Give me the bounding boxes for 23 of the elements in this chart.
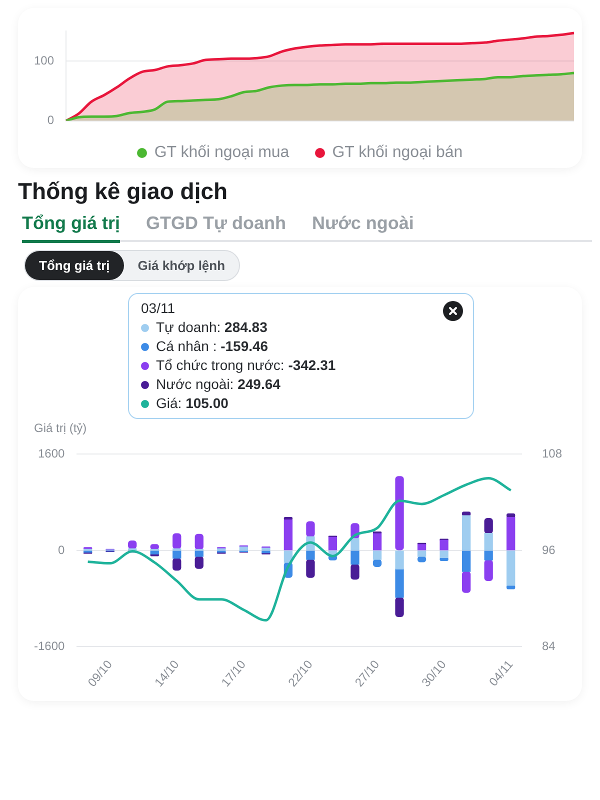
text: Nước ngoài [312,213,414,234]
y-tick-label: 0 [47,113,54,128]
y-axis-title: Giá trị (tỷ) [34,421,88,435]
y-tick-label: 0 [58,542,66,557]
legend-label: GT khối ngoại bán [332,144,463,162]
text: 03/11 [141,299,176,318]
text: Tự doanh: 284.83 [156,318,268,337]
text: Tổng giá trị [25,251,124,280]
y2-tick-label: 108 [542,446,562,461]
text: GTGD Tự doanh [146,213,286,234]
y-tick-label: 100 [34,53,54,68]
text: Nước ngoài: 249.64 [156,375,280,394]
text: Cá nhân : -159.46 [156,337,268,356]
legend-label: GT khối ngoại mua [154,144,290,162]
text: Giá: 105.00 [156,394,228,413]
chart-title: Thống kê giao dịch [18,178,229,205]
y-tick-label: 1600 [38,446,66,461]
text: Tổng giá trị [22,213,120,243]
y-tick-label: -1600 [34,639,66,654]
y2-tick-label: 96 [542,542,556,557]
text: Giá khớp lệnh [136,257,226,275]
text: Tổ chức trong nước: -342.31 [156,356,336,375]
y2-tick-label: 84 [542,639,556,654]
